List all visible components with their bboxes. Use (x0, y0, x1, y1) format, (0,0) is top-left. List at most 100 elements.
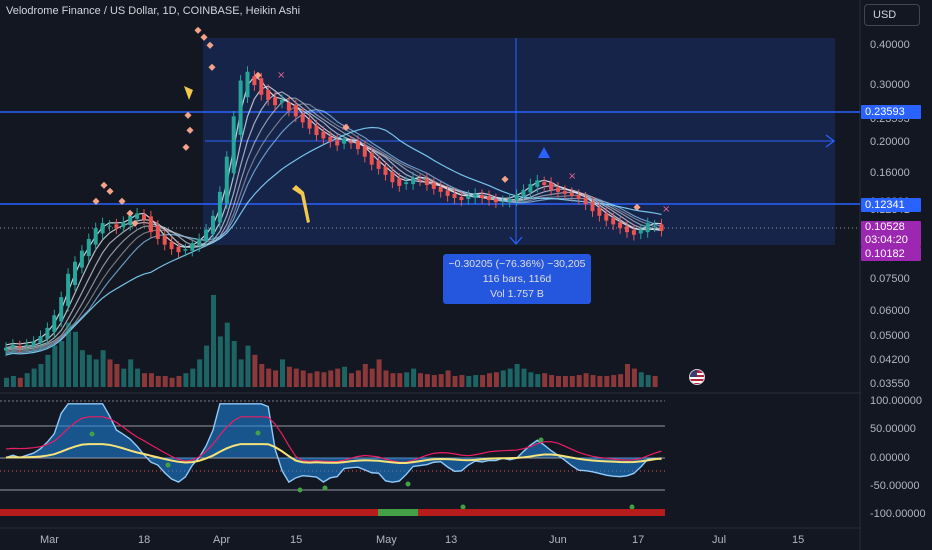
candle (514, 194, 519, 201)
signal-diamond (131, 219, 139, 227)
price-tick: 0.05000 (870, 330, 910, 343)
volume-bar (452, 375, 458, 387)
signal-diamond (118, 197, 126, 205)
candle (148, 216, 153, 233)
price-tick: 0.40000 (870, 38, 910, 51)
measure-tooltip: −0.30205 (−76.36%) −30,205 116 bars, 116… (443, 254, 591, 304)
volume-bar (383, 370, 389, 387)
candle (135, 213, 140, 219)
candle (73, 261, 77, 285)
price-tick: 0.04200 (870, 354, 910, 367)
candle (321, 131, 326, 139)
volume-bar (542, 373, 548, 387)
candle (286, 102, 291, 111)
candle (645, 223, 650, 233)
candle (611, 218, 616, 225)
volume-bar (390, 373, 396, 387)
candle (390, 171, 395, 183)
volume-bar (59, 341, 65, 387)
candle (466, 195, 471, 200)
candle (487, 195, 491, 201)
volume-bar (576, 375, 582, 387)
volume-bar (466, 375, 472, 387)
time-tick: 17 (632, 534, 645, 546)
candle (231, 116, 236, 174)
measure-right-arrowhead (825, 134, 835, 148)
volume-bar (238, 359, 244, 387)
candle (404, 182, 409, 185)
oscillator (5, 403, 662, 510)
volume-bar (418, 373, 423, 387)
candle (590, 201, 595, 212)
time-tick: 15 (792, 534, 805, 546)
volume-bar (121, 368, 127, 387)
countdown-value: 03:04:20 (865, 234, 908, 246)
level-tag-lower: 0.12341 (861, 198, 921, 212)
oscillator-tick: -100.00000 (870, 508, 926, 520)
ma-line (5, 103, 662, 353)
ma-line (5, 97, 662, 352)
cross-marker: × (568, 171, 576, 182)
volume-bar (411, 368, 417, 387)
candle (452, 193, 457, 198)
osc-dot (165, 462, 171, 468)
volume-bar (625, 364, 630, 387)
volume-bar (79, 350, 85, 387)
volume-bar (583, 373, 589, 387)
signal-diamond (182, 143, 190, 151)
volume-bar (100, 350, 106, 387)
candle (438, 186, 443, 192)
volume-bar (590, 375, 596, 387)
signal-diamond (194, 26, 202, 34)
candle (100, 223, 105, 234)
currency-button[interactable]: USD (864, 4, 920, 26)
volume-bar (652, 375, 658, 387)
volume-bar (562, 375, 568, 387)
us-flag-icon[interactable] (689, 369, 705, 385)
volume-bar (480, 375, 486, 387)
candle (397, 178, 402, 186)
candle (307, 119, 312, 129)
volume-bar (631, 368, 637, 387)
volume-bar (556, 375, 561, 387)
osc-line (5, 403, 662, 484)
candle (273, 97, 278, 106)
volume-bar (107, 359, 113, 387)
volume-bar (404, 372, 410, 387)
measure-volume: Vol 1.757 B (490, 288, 544, 300)
ma-line (5, 126, 662, 356)
candle (176, 246, 181, 253)
volume-bar (135, 368, 141, 387)
signal-diamond (126, 209, 134, 217)
measure-change: −0.30205 (−76.36%) −30,205 (448, 258, 586, 270)
level-tag-upper: 0.23593 (861, 105, 921, 119)
volume-bar (245, 345, 251, 387)
oscillator-tick: 100.00000 (870, 395, 922, 407)
volume-bar (549, 375, 555, 387)
volume-bar (197, 359, 203, 387)
candle (507, 199, 512, 202)
volume-bar (618, 374, 624, 387)
cross-marker: × (662, 204, 670, 215)
volume-bar (155, 375, 161, 387)
candle (86, 238, 91, 257)
candle (480, 194, 485, 198)
signal-diamond (92, 197, 100, 205)
volume-bar (507, 368, 513, 387)
candle (569, 192, 574, 196)
candle (190, 243, 195, 251)
oscillator-tick: 0.00000 (870, 451, 910, 464)
volume-bar (162, 375, 168, 387)
signal-diamond (208, 63, 216, 71)
candle (335, 140, 340, 146)
volume-bar (369, 368, 375, 387)
candle (535, 180, 540, 187)
candle (418, 179, 422, 181)
price-tick: 0.06000 (870, 304, 910, 317)
volume-bar (224, 322, 230, 387)
volume-bar (190, 368, 196, 387)
osc-signal-line (5, 416, 662, 463)
signal-diamonds (92, 26, 641, 227)
time-tick: 18 (138, 534, 151, 546)
